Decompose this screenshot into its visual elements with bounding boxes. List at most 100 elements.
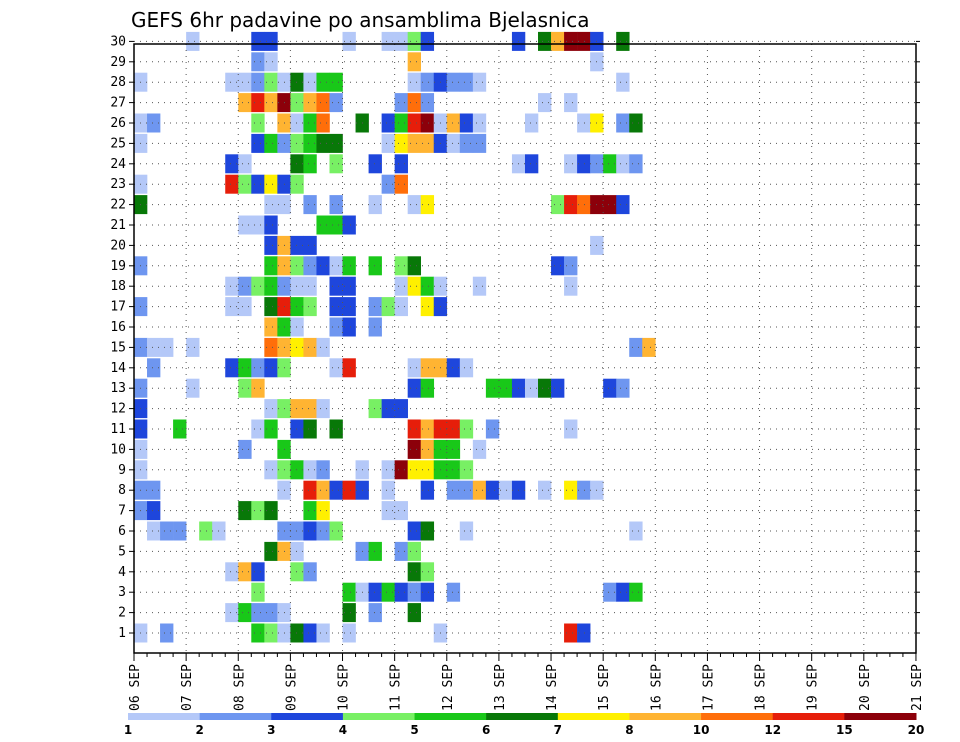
heatmap-cell [290, 337, 304, 357]
heatmap-cell [407, 133, 422, 153]
y-tick-label: 2 [118, 606, 126, 621]
heatmap-cell [577, 154, 591, 174]
heatmap-cell [251, 174, 265, 194]
heatmap-cell [551, 256, 565, 276]
heatmap-cell [407, 358, 422, 378]
heatmap-cell [485, 378, 500, 398]
heatmap-cell [407, 603, 422, 623]
heatmap-cell [407, 582, 422, 602]
heatmap-cell [564, 276, 578, 296]
heatmap-cell [420, 113, 435, 133]
colorbar-label: 15 [836, 723, 853, 737]
x-tick-label: 15 SEP [597, 664, 612, 711]
heatmap-cell [251, 215, 265, 235]
heatmap-cell [485, 480, 500, 500]
heatmap-cell [251, 72, 265, 92]
heatmap-cell [381, 113, 395, 133]
colorbar-segment [629, 713, 702, 720]
heatmap-cell [303, 195, 317, 215]
heatmap-cell [485, 419, 500, 439]
heatmap-cell [629, 113, 643, 133]
heatmap-cell [407, 562, 422, 582]
heatmap-cell [303, 297, 317, 317]
heatmap-cell [329, 256, 343, 276]
x-tick-label: 07 SEP [180, 664, 195, 711]
heatmap-cell [420, 195, 435, 215]
heatmap-cell [342, 623, 356, 643]
heatmap-cell [420, 133, 435, 153]
heatmap-cell [407, 460, 422, 480]
heatmap-cell [316, 113, 330, 133]
heatmap-cell [303, 133, 317, 153]
heatmap-cell [342, 297, 356, 317]
heatmap-cell [420, 460, 435, 480]
heatmap-cell [316, 460, 330, 480]
y-tick-label: 17 [110, 300, 126, 315]
heatmap-cell [629, 521, 643, 541]
y-tick-label: 26 [110, 116, 126, 131]
heatmap-cell [603, 154, 617, 174]
heatmap-cell [147, 521, 161, 541]
heatmap-cell [407, 521, 422, 541]
heatmap-cell [420, 480, 435, 500]
heatmap-cell [394, 582, 408, 602]
heatmap-cell [616, 195, 630, 215]
heatmap-cell [303, 480, 317, 500]
y-axis-ticks: 1234567891011121314151617181920212223242… [110, 34, 920, 641]
heatmap-cell [251, 623, 265, 643]
heatmap-cell [342, 317, 356, 337]
heatmap-cell [420, 562, 435, 582]
heatmap-cell [394, 541, 408, 561]
x-tick-label: 17 SEP [701, 664, 716, 711]
heatmap-cell [264, 31, 278, 51]
heatmap-cell [225, 72, 239, 92]
heatmap-cell [316, 399, 330, 419]
heatmap-cell [251, 419, 265, 439]
heatmap-cell [238, 603, 252, 623]
heatmap-cell [446, 439, 461, 459]
heatmap-cell [290, 460, 304, 480]
heatmap-cell [459, 419, 474, 439]
heatmap-cell [264, 623, 278, 643]
heatmap-cell [420, 582, 435, 602]
heatmap-cell [407, 31, 422, 51]
heatmap-cell [329, 317, 343, 337]
heatmap-cell [264, 501, 278, 521]
heatmap-cell [446, 419, 461, 439]
heatmap-cell [303, 562, 317, 582]
heatmap-cell [238, 501, 252, 521]
heatmap-cell [394, 399, 408, 419]
heatmap-cell [381, 480, 395, 500]
heatmap-cell [238, 154, 252, 174]
heatmap-cell [303, 337, 317, 357]
heatmap-cell [616, 31, 630, 51]
heatmap-cell [603, 195, 617, 215]
heatmap-cell [524, 378, 539, 398]
y-tick-label: 8 [118, 483, 126, 498]
heatmap-cell [551, 195, 565, 215]
heatmap-cell [329, 133, 343, 153]
heatmap-cell [264, 72, 278, 92]
heatmap-cell [368, 256, 382, 276]
heatmap-cell [420, 358, 435, 378]
heatmap-cell [329, 521, 343, 541]
heatmap-cell [173, 521, 187, 541]
heatmap-cell [303, 501, 317, 521]
heatmap-cell [329, 215, 343, 235]
x-tick-label: 20 SEP [858, 664, 873, 711]
heatmap-cell [225, 297, 239, 317]
heatmap-cell [342, 582, 356, 602]
heatmap-cell [303, 93, 317, 113]
heatmap-cell [303, 72, 317, 92]
heatmap-cells [134, 31, 656, 643]
heatmap-cell [564, 154, 578, 174]
heatmap-cell [446, 358, 461, 378]
heatmap-cell [420, 297, 435, 317]
heatmap-cell [407, 195, 422, 215]
heatmap-cell [564, 31, 578, 51]
heatmap-cell [264, 93, 278, 113]
heatmap-cell [394, 113, 408, 133]
heatmap-cell [381, 582, 395, 602]
heatmap-cell [160, 521, 174, 541]
